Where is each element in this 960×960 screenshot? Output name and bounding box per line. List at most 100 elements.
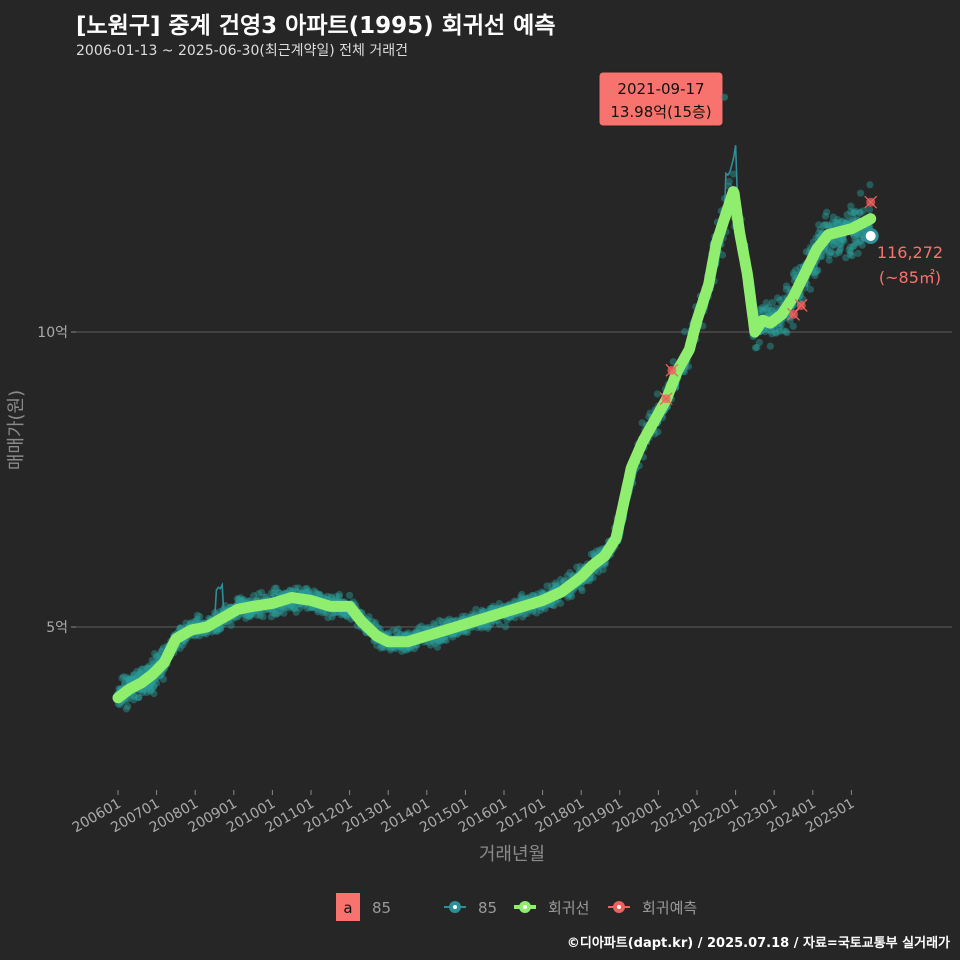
transaction-point <box>830 241 838 249</box>
transaction-point <box>343 613 351 621</box>
transaction-point <box>257 588 266 597</box>
transaction-point <box>789 269 798 277</box>
transaction-point <box>847 207 855 216</box>
transaction-point <box>316 590 324 599</box>
transaction-point <box>422 624 430 632</box>
transaction-point <box>125 676 134 684</box>
transaction-point <box>289 603 297 611</box>
transaction-point <box>152 653 161 661</box>
transaction-point <box>303 604 311 612</box>
transaction-point <box>563 572 572 580</box>
transaction-point <box>806 285 814 293</box>
legend-label: 회귀선 <box>548 899 589 917</box>
transaction-point <box>118 674 126 682</box>
transaction-point <box>139 665 147 673</box>
transaction-point <box>782 282 791 290</box>
transaction-point <box>816 226 824 234</box>
y-tick-label: 10억 <box>37 325 68 341</box>
transaction-point <box>240 595 248 604</box>
transaction-point <box>324 614 332 622</box>
transaction-point <box>133 667 141 676</box>
transaction-point <box>854 249 862 257</box>
transaction-point <box>564 593 572 601</box>
transaction-point <box>843 211 851 219</box>
transaction-point <box>842 254 850 262</box>
transaction-point <box>271 610 279 618</box>
transaction-point <box>254 590 263 598</box>
transaction-point <box>776 296 784 304</box>
transaction-point <box>825 256 833 264</box>
forecast-cross <box>864 195 878 209</box>
transaction-point <box>836 240 844 248</box>
transaction-point <box>592 547 601 555</box>
transaction-point <box>768 330 776 338</box>
transaction-point <box>272 584 280 592</box>
transaction-point <box>831 250 840 258</box>
transaction-point <box>825 221 833 230</box>
transaction-point <box>849 209 857 217</box>
transaction-point <box>484 624 492 632</box>
transaction-point <box>259 613 267 621</box>
transaction-point <box>756 305 764 314</box>
forecast-value: 116,272 <box>877 243 943 262</box>
transaction-point <box>122 673 130 681</box>
transaction-point <box>327 594 336 602</box>
transaction-point <box>835 248 843 257</box>
legend-dot-center <box>523 905 527 909</box>
transaction-point <box>478 606 486 614</box>
transaction-point <box>327 593 335 601</box>
transaction-point <box>779 327 787 335</box>
transaction-point <box>822 221 831 229</box>
transaction-point <box>274 609 282 617</box>
peak-price: 13.98억(15층) <box>610 103 711 121</box>
transaction-point <box>830 241 838 249</box>
transaction-point <box>301 585 309 593</box>
transaction-point <box>854 231 862 239</box>
transaction-point <box>438 617 446 626</box>
transaction-point <box>191 617 199 625</box>
transaction-point <box>823 208 831 216</box>
transaction-point <box>434 637 442 645</box>
transaction-point <box>337 611 345 619</box>
transaction-point <box>129 671 137 680</box>
transaction-point <box>653 390 661 398</box>
transaction-point <box>759 307 767 315</box>
transaction-point <box>775 323 783 331</box>
transaction-point <box>858 241 866 249</box>
transaction-point <box>772 329 780 337</box>
transaction-point <box>762 299 770 307</box>
transaction-point <box>435 636 443 644</box>
transaction-point <box>445 615 453 623</box>
transaction-point <box>269 609 277 617</box>
transaction-point <box>765 303 773 311</box>
transaction-point <box>768 307 776 315</box>
transaction-point <box>149 683 158 691</box>
transaction-point <box>250 592 258 600</box>
transaction-point <box>389 626 397 634</box>
transaction-point <box>135 693 143 701</box>
transaction-point <box>235 595 243 603</box>
transaction-point <box>233 595 241 603</box>
transaction-point <box>815 221 823 229</box>
transaction-point <box>287 602 295 610</box>
transaction-point <box>398 647 406 655</box>
transaction-point <box>790 271 798 279</box>
transaction-point <box>193 615 201 623</box>
transaction-point <box>654 428 662 436</box>
axes: 5억10억20060120070120080120090120100120110… <box>6 325 857 865</box>
source-credit: ©디아파트(dapt.kr) / 2025.07.18 / 자료=국토교통부 실… <box>566 936 950 951</box>
transaction-point <box>430 619 438 628</box>
transaction-point <box>538 588 546 596</box>
transaction-point <box>151 649 159 658</box>
transaction-point <box>856 209 864 217</box>
transaction-point <box>799 295 807 303</box>
legend: a 85 85 회귀선 회귀예측 <box>336 893 697 921</box>
transaction-point <box>753 343 761 352</box>
transaction-point <box>501 623 510 631</box>
transaction-point <box>310 587 318 595</box>
forecast-cross <box>665 363 679 377</box>
transaction-point <box>549 601 557 609</box>
transaction-point <box>245 612 253 621</box>
transaction-point <box>855 238 863 246</box>
transaction-point <box>767 307 775 315</box>
